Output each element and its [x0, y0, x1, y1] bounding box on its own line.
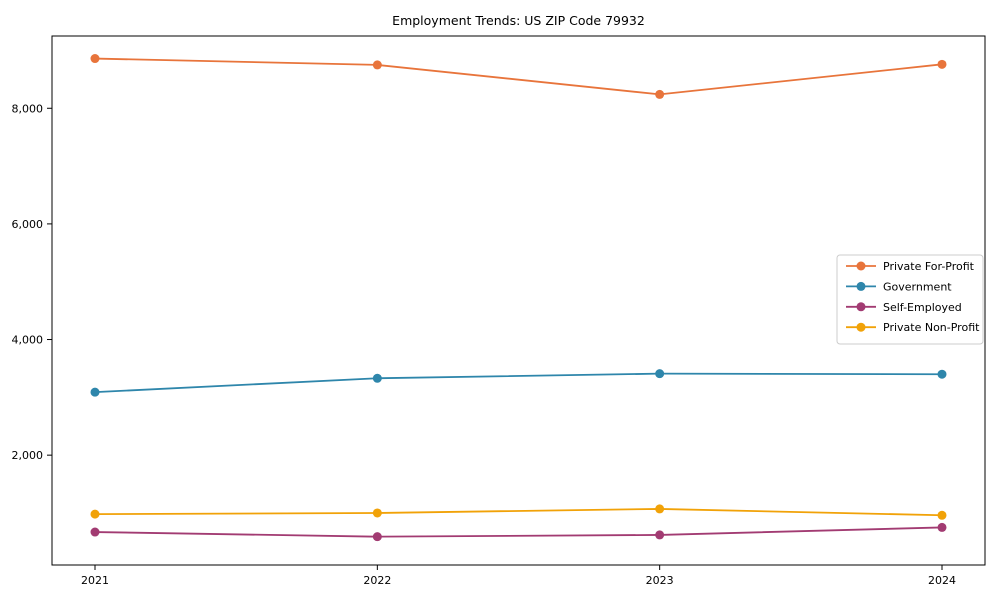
marker-government-2022: [372, 373, 382, 383]
marker-self-employed-2022: [372, 532, 382, 542]
marker-private-non-profit-2024: [937, 510, 947, 520]
x-tick-label-2021: 2021: [81, 574, 109, 587]
legend-box: [836, 254, 984, 345]
legend-marker-private-non-profit: [856, 322, 866, 332]
y-tick-label: 8,000: [12, 102, 44, 115]
marker-private-for-profit-2024: [937, 59, 947, 69]
y-tick-label: 2,000: [12, 449, 44, 462]
marker-private-non-profit-2023: [655, 504, 665, 514]
marker-private-non-profit-2022: [372, 508, 382, 518]
marker-government-2023: [655, 369, 665, 379]
marker-private-non-profit-2021: [90, 509, 100, 519]
chart-title: Employment Trends: US ZIP Code 79932: [392, 13, 645, 28]
line-series-private-for-profit: [94, 57, 943, 96]
line-series-government: [94, 372, 943, 394]
legend-label-private-for-profit: Private For-Profit: [883, 260, 975, 273]
legend-label-government: Government: [883, 280, 952, 293]
legend-label-self-employed: Self-Employed: [883, 301, 962, 314]
y-tick-label: 4,000: [12, 334, 44, 347]
line-series-self-employed: [94, 526, 943, 538]
x-tick-label-2024: 2024: [928, 574, 956, 587]
x-tick-label-2023: 2023: [646, 574, 674, 587]
line-series-private-non-profit: [94, 508, 943, 517]
marker-self-employed-2023: [655, 530, 665, 540]
marker-government-2021: [90, 387, 100, 397]
legend-marker-government: [856, 281, 866, 291]
plot-frame: [51, 35, 986, 566]
marker-private-for-profit-2022: [372, 60, 382, 70]
legend-label-private-non-profit: Private Non-Profit: [883, 321, 980, 334]
legend-marker-self-employed: [856, 302, 866, 312]
y-tick-label: 6,000: [12, 218, 44, 231]
marker-self-employed-2024: [937, 522, 947, 532]
marker-self-employed-2021: [90, 527, 100, 537]
x-tick-label-2022: 2022: [363, 574, 391, 587]
marker-government-2024: [937, 369, 947, 379]
marker-private-for-profit-2023: [655, 89, 665, 99]
marker-private-for-profit-2021: [90, 54, 100, 64]
legend-marker-private-for-profit: [856, 261, 866, 271]
